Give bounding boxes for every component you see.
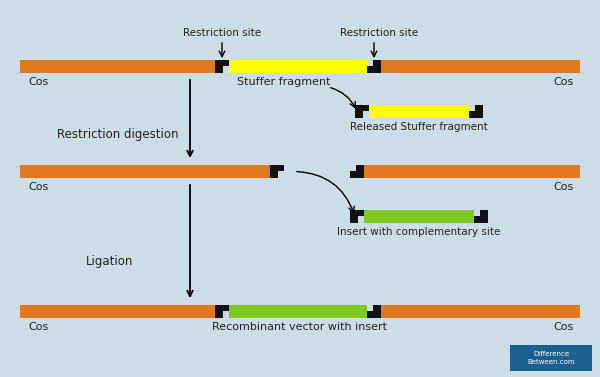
Bar — [381, 305, 580, 318]
Bar — [355, 111, 363, 118]
Bar — [215, 66, 223, 73]
Text: Restriction digestion: Restriction digestion — [57, 128, 179, 141]
Bar — [350, 171, 364, 178]
Bar — [364, 165, 580, 178]
Bar — [469, 111, 483, 118]
Bar — [20, 165, 270, 178]
Bar — [475, 105, 483, 111]
Text: Ligation: Ligation — [86, 255, 134, 268]
Bar — [364, 210, 474, 223]
Bar — [229, 60, 367, 73]
Bar — [350, 216, 358, 223]
Bar — [20, 60, 215, 73]
Bar — [270, 165, 284, 171]
Bar — [510, 345, 592, 371]
Text: Cos: Cos — [28, 77, 48, 87]
Text: Cos: Cos — [554, 182, 574, 192]
Bar — [356, 165, 364, 171]
Text: Cos: Cos — [28, 182, 48, 192]
Text: Stuffer fragment: Stuffer fragment — [237, 77, 331, 87]
Bar — [229, 305, 367, 318]
Text: Restriction site: Restriction site — [183, 28, 261, 38]
Bar — [355, 105, 369, 111]
Bar — [20, 305, 215, 318]
Bar — [369, 105, 469, 118]
Text: Cos: Cos — [554, 322, 574, 332]
Bar — [215, 305, 229, 311]
Bar — [381, 60, 580, 73]
FancyArrowPatch shape — [297, 172, 354, 212]
Bar — [215, 311, 223, 318]
Text: Cos: Cos — [554, 77, 574, 87]
Bar — [373, 60, 381, 66]
Bar — [480, 210, 488, 216]
Bar — [215, 60, 229, 66]
Text: Difference
Between.com: Difference Between.com — [527, 351, 575, 365]
Bar — [474, 216, 488, 223]
Bar — [373, 305, 381, 311]
Text: Insert with complementary site: Insert with complementary site — [337, 227, 500, 237]
Bar — [350, 210, 364, 216]
Bar — [270, 171, 278, 178]
Text: Recombinant vector with insert: Recombinant vector with insert — [212, 322, 388, 332]
Bar — [367, 66, 381, 73]
Text: Cos: Cos — [28, 322, 48, 332]
FancyArrowPatch shape — [331, 88, 355, 107]
Bar — [367, 311, 381, 318]
Text: Restriction site: Restriction site — [340, 28, 418, 38]
Text: Released Stuffer fragment: Released Stuffer fragment — [350, 122, 488, 132]
